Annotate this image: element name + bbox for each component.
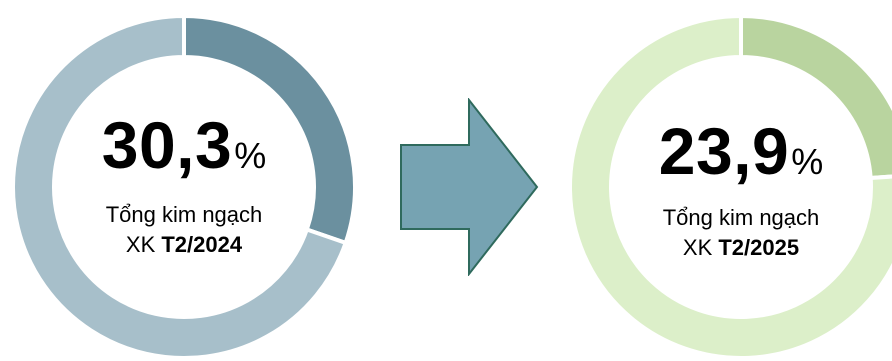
arrow-shape	[400, 98, 539, 276]
percent-number: 23,9	[658, 114, 790, 188]
label-line-1: Tổng kim ngạch	[105, 202, 263, 227]
donut-slice-1	[568, 13, 892, 360]
label-prefix: XK	[125, 232, 162, 257]
percent-unit: %	[234, 135, 267, 176]
label-period: T2/2024	[161, 232, 243, 257]
label-period: T2/2025	[718, 235, 800, 260]
label-line-2: XK T2/2024	[0, 230, 370, 260]
label-line-2: XK T2/2025	[555, 233, 892, 263]
donut-slice-0	[739, 13, 892, 181]
percent-unit: %	[791, 141, 824, 182]
percent-value-2024: 30,3%	[0, 112, 370, 178]
label-line-1: Tổng kim ngạch	[662, 205, 820, 230]
donut-svg-2024	[11, 13, 357, 360]
right-arrow-icon	[400, 98, 539, 276]
donut-slice-1	[11, 13, 349, 360]
donut-center-2025: 23,9% Tổng kim ngạch XK T2/2025	[555, 0, 892, 361]
percent-value-2025: 23,9%	[555, 118, 892, 184]
donut-center-2024: 30,3% Tổng kim ngạch XK T2/2024	[0, 0, 370, 361]
percent-number: 30,3	[101, 108, 233, 182]
label-prefix: XK	[682, 235, 719, 260]
donut-svg-2025	[568, 13, 892, 360]
